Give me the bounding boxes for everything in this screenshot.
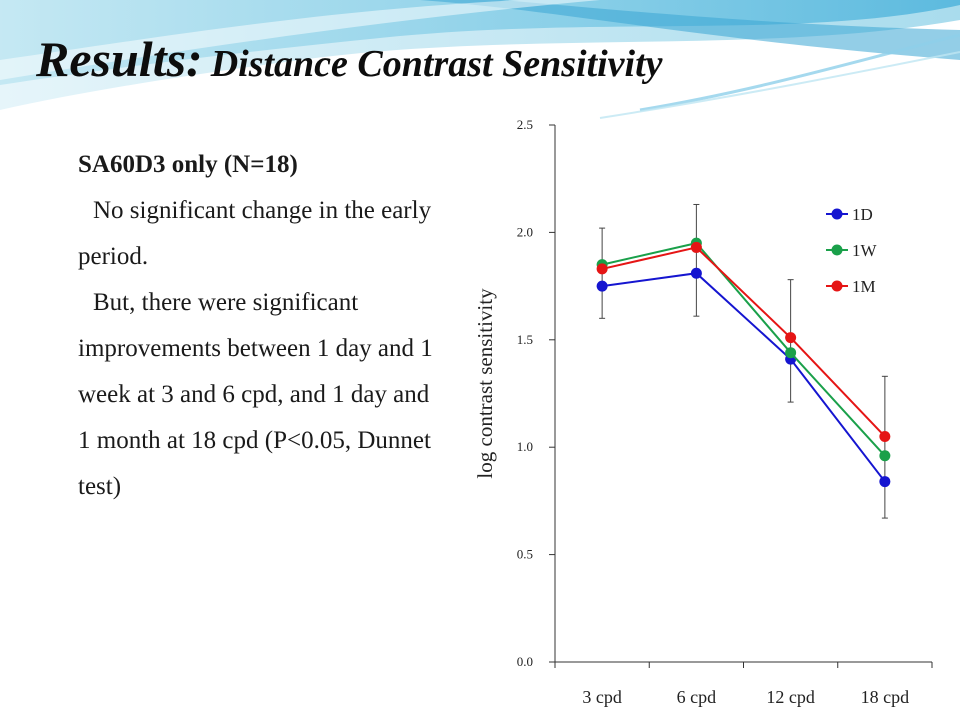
series-line-1W — [601, 242, 886, 457]
legend-marker — [831, 244, 843, 256]
data-point-1D — [690, 267, 702, 279]
slide-paragraph-2: But, there were significant improvements… — [78, 289, 433, 500]
series-line-1M — [601, 246, 886, 438]
slide-paragraph-1: No significant change in the early perio… — [78, 197, 432, 270]
slide-body: SA60D3 only (N=18) No significant change… — [78, 142, 448, 510]
legend-marker — [831, 280, 843, 292]
data-point-1W — [785, 347, 797, 359]
y-tick-label: 2.5 — [517, 117, 533, 132]
legend-label: 1W — [852, 241, 878, 260]
y-tick-label: 1.0 — [517, 439, 533, 454]
y-tick-label: 0.0 — [517, 654, 533, 669]
header-wave-decoration — [0, 0, 960, 119]
slide-title-sub: Distance Contrast Sensitivity — [210, 43, 663, 85]
data-point-1M — [690, 241, 702, 253]
slide-title-main: Results: — [36, 31, 203, 87]
legend-label: 1M — [852, 277, 876, 296]
legend-marker — [831, 208, 843, 220]
data-point-1M — [879, 430, 891, 442]
y-tick-label: 2.0 — [517, 224, 533, 239]
data-point-1D — [879, 476, 891, 488]
data-point-1M — [596, 263, 608, 275]
slide-title: Results: Distance Contrast Sensitivity — [36, 30, 663, 88]
y-tick-label: 0.5 — [517, 547, 533, 562]
x-tick-label: 12 cpd — [766, 687, 815, 707]
data-point-1D — [596, 280, 608, 292]
y-tick-label: 1.5 — [517, 332, 533, 347]
x-tick-label: 18 cpd — [861, 687, 910, 707]
legend-label: 1D — [852, 205, 873, 224]
x-tick-label: 3 cpd — [582, 687, 622, 707]
y-axis-title: log contrast sensitivity — [473, 288, 497, 479]
data-point-1M — [785, 332, 797, 344]
series-line-1D — [601, 272, 886, 483]
data-point-1W — [879, 450, 891, 462]
slide-subheading: SA60D3 only (N=18) — [78, 151, 298, 178]
x-tick-label: 6 cpd — [677, 687, 717, 707]
